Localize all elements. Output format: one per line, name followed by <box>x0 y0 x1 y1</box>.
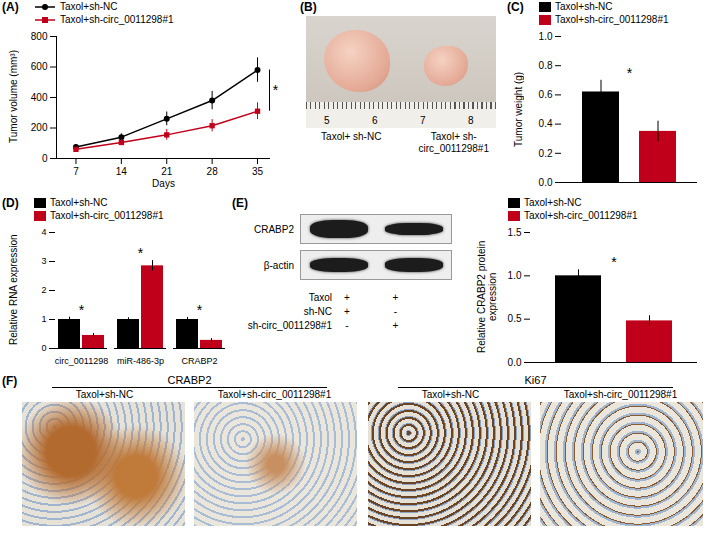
html-text:(E): (E) <box>232 196 248 210</box>
html-text:Taxol+sh-circ_0011298#1: Taxol+sh-circ_0011298#1 <box>524 210 638 221</box>
svg-text:1.0: 1.0 <box>539 31 553 42</box>
svg-text:Days: Days <box>152 178 175 189</box>
html-text:(D): (D) <box>2 196 19 210</box>
html-text:Tumor weight (g): Tumor weight (g) <box>512 71 524 147</box>
svg-text:circ_0011298: circ_0011298 <box>55 356 108 366</box>
html-text:CRABP2: CRABP2 <box>167 374 212 386</box>
svg-text:600: 600 <box>31 61 48 72</box>
svg-text:*: * <box>197 302 203 318</box>
svg-text:800: 800 <box>31 31 48 42</box>
svg-text:1: 1 <box>41 314 46 324</box>
svg-text:1.0: 1.0 <box>508 270 522 281</box>
svg-text:400: 400 <box>31 92 48 103</box>
svg-text:CRABP2: CRABP2 <box>181 356 217 366</box>
svg-text:0.5: 0.5 <box>508 313 522 324</box>
svg-text:*: * <box>611 254 617 270</box>
html-text:Taxol: Taxol <box>308 291 332 303</box>
svg-text:0.6: 0.6 <box>539 89 553 100</box>
svg-text:14: 14 <box>116 166 128 177</box>
html-text:Taxol+sh-NC: Taxol+sh-NC <box>555 1 613 12</box>
html-text:(A): (A) <box>2 0 19 14</box>
svg-text:*: * <box>627 65 633 81</box>
html-text:Tumor volume (mm³): Tumor volume (mm³) <box>7 50 19 144</box>
svg-text:200: 200 <box>31 122 48 133</box>
svg-text:0.0: 0.0 <box>508 357 522 368</box>
html-text:6: 6 <box>372 115 378 126</box>
svg-text:0.2: 0.2 <box>539 148 553 159</box>
svg-text:2: 2 <box>41 285 46 295</box>
svg-text:0.0: 0.0 <box>539 177 553 188</box>
html-text:(B): (B) <box>300 0 317 14</box>
html-text:7: 7 <box>420 115 426 126</box>
svg-text:3: 3 <box>41 256 46 266</box>
html-text:Taxol+ sh-NC: Taxol+ sh-NC <box>321 131 382 142</box>
html-text:Taxol+sh-circ_0011298#1: Taxol+sh-circ_0011298#1 <box>217 389 332 400</box>
html-text:Taxol+sh-NC: Taxol+sh-NC <box>60 1 118 12</box>
html-text:sh-NC: sh-NC <box>303 305 332 317</box>
svg-text:*: * <box>138 245 144 261</box>
svg-text:1.5: 1.5 <box>508 227 522 238</box>
svg-text:0.8: 0.8 <box>539 60 553 71</box>
svg-text:0: 0 <box>42 153 48 164</box>
html-text:5: 5 <box>324 115 330 126</box>
html-text:Taxol+sh-circ_0011298#1: Taxol+sh-circ_0011298#1 <box>555 14 669 25</box>
svg-text:*: * <box>79 302 85 318</box>
html-text:Taxol+sh-NC: Taxol+sh-NC <box>421 389 480 400</box>
svg-text:0: 0 <box>41 343 46 353</box>
html-text:sh-circ_0011298#1: sh-circ_0011298#1 <box>247 319 332 331</box>
svg-text:0.4: 0.4 <box>539 118 553 129</box>
html-text:Taxol+sh-circ_0011298#1: Taxol+sh-circ_0011298#1 <box>60 14 174 25</box>
html-text:Relative RNA expression: Relative RNA expression <box>7 234 19 346</box>
html-text:Taxol+sh-NC: Taxol+sh-NC <box>50 197 108 208</box>
html-text:Taxol+sh-circ_0011298#1: Taxol+sh-circ_0011298#1 <box>563 389 678 400</box>
html-text:Taxol+sh-circ_0011298#1: Taxol+sh-circ_0011298#1 <box>50 210 164 221</box>
svg-text:7: 7 <box>73 166 79 177</box>
html-text:Relative CRABP2 protein expres: Relative CRABP2 protein expression <box>476 240 498 354</box>
svg-text:4: 4 <box>41 227 46 237</box>
svg-text:21: 21 <box>161 166 173 177</box>
svg-text:*: * <box>273 82 279 98</box>
svg-text:28: 28 <box>207 166 219 177</box>
html-text:β-actin: β-actin <box>263 259 294 271</box>
html-text:(F): (F) <box>2 374 18 388</box>
html-text:Taxol+ sh-circ_0011298#1: Taxol+ sh-circ_0011298#1 <box>418 131 489 154</box>
html-text:Ki67: Ki67 <box>524 374 547 386</box>
html-text:Taxol+sh-NC: Taxol+sh-NC <box>75 389 134 400</box>
svg-text:miR-486-3p: miR-486-3p <box>117 356 164 366</box>
svg-text:35: 35 <box>252 166 264 177</box>
html-text:(C): (C) <box>507 0 524 14</box>
html-text:CRABP2: CRABP2 <box>254 223 294 235</box>
html-text:Taxol+sh-NC: Taxol+sh-NC <box>524 197 582 208</box>
html-text:8: 8 <box>468 115 474 126</box>
